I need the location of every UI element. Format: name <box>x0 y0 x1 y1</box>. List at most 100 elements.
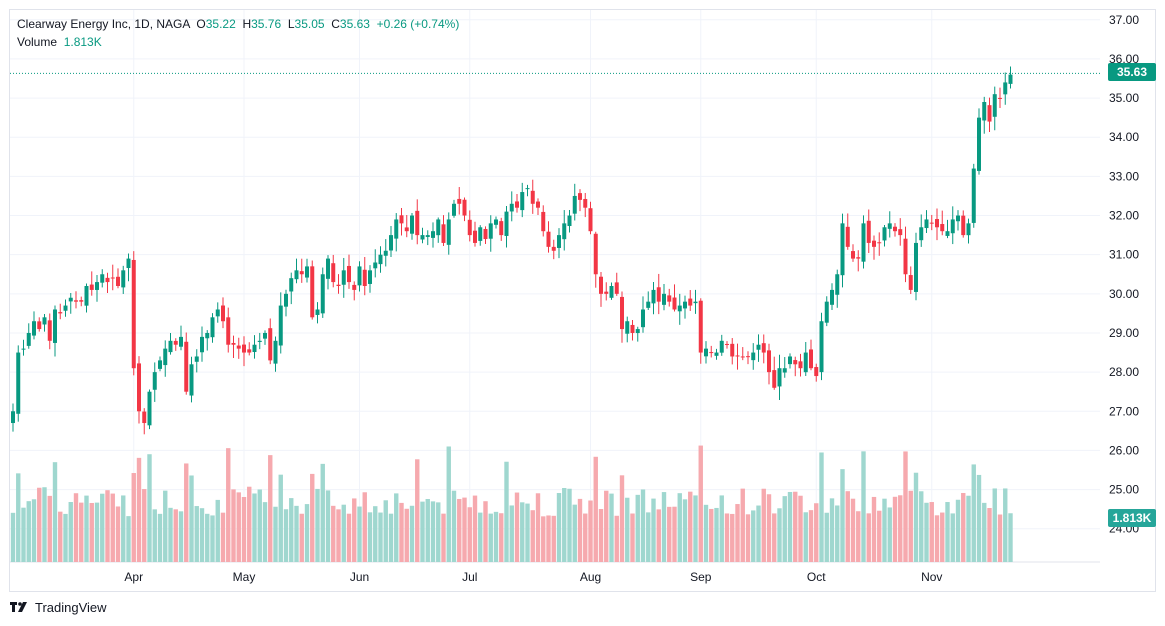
volume-bar <box>121 495 126 562</box>
candle-body <box>284 293 288 307</box>
volume-bar <box>766 494 772 562</box>
volume-bar <box>562 488 567 562</box>
candle-body <box>835 274 840 295</box>
time-tick-label: Jun <box>350 570 369 584</box>
volume-bar <box>971 464 976 562</box>
volume-bar <box>499 513 504 562</box>
volume-bar <box>194 506 199 562</box>
price-tick-label: 29.00 <box>1109 326 1139 340</box>
candle-body <box>189 364 194 396</box>
close-value: 35.63 <box>339 17 370 31</box>
volume-bar <box>593 456 598 562</box>
candle-body <box>1003 82 1008 95</box>
candle-body <box>677 305 682 312</box>
price-tick-label: 36.00 <box>1109 52 1139 66</box>
volume-bar <box>992 488 997 562</box>
candle-body <box>956 215 960 222</box>
candle-body <box>110 277 115 279</box>
volume-bar <box>866 513 871 562</box>
volume-bar <box>467 507 472 562</box>
candle-body <box>431 231 435 238</box>
candle-body <box>331 263 336 283</box>
candle-body <box>667 295 672 302</box>
volume-bar <box>572 504 577 562</box>
volume-bar <box>278 474 283 562</box>
volume-bar <box>341 504 346 562</box>
volume-bar <box>640 489 646 562</box>
volume-bar <box>336 509 341 562</box>
candle-body <box>336 284 341 286</box>
volume-bar <box>441 513 446 562</box>
candle-body <box>147 391 152 426</box>
volume-bar <box>294 505 299 562</box>
volume-bar <box>436 502 441 562</box>
candle-body <box>882 227 887 241</box>
candle-body <box>656 287 661 302</box>
candle-body <box>630 324 635 333</box>
volume-bar <box>226 448 231 562</box>
candle-body <box>599 276 603 294</box>
candle-body <box>772 370 777 388</box>
volume-bar <box>583 513 588 562</box>
volume-bar <box>142 489 147 562</box>
candle-body <box>641 309 645 328</box>
volume-bar <box>871 496 877 562</box>
volume-bar <box>798 495 803 562</box>
volume-bar <box>525 503 530 562</box>
volume-bar <box>924 502 929 562</box>
candle-body <box>987 105 992 122</box>
volume-bar <box>52 462 58 562</box>
volume-bar <box>682 499 688 562</box>
candle-body <box>588 208 593 232</box>
volume-bar <box>903 451 908 562</box>
volume-bar <box>115 506 121 562</box>
candle-body <box>693 301 698 304</box>
volume-bar <box>908 490 913 562</box>
candle-body <box>404 227 409 232</box>
time-axis: Apr May Jun Jul Aug Sep Oct Nov <box>124 570 942 584</box>
volume-bar <box>782 496 787 562</box>
volume-bar <box>887 507 892 562</box>
candle-body <box>530 190 535 204</box>
candle-body <box>68 297 73 302</box>
volume-bar <box>16 473 21 562</box>
high-label: H <box>242 17 252 31</box>
grid-lines <box>10 10 1100 563</box>
candle-body <box>572 195 577 214</box>
candle-body <box>793 360 798 365</box>
volume-bar <box>89 502 94 562</box>
candle-body <box>551 246 556 251</box>
time-tick-label: May <box>233 570 256 584</box>
volume-bars <box>10 445 1013 562</box>
candle-body <box>856 257 861 259</box>
volume-bar <box>840 469 845 562</box>
price-tick-label: 32.00 <box>1109 209 1139 223</box>
candle-body <box>562 223 567 240</box>
volume-bar <box>520 502 525 562</box>
volume-bar <box>588 500 593 562</box>
tradingview-logo-icon <box>10 601 27 612</box>
volume-bar <box>325 490 331 562</box>
candle-body <box>84 286 89 306</box>
candle-body <box>315 309 320 315</box>
candle-body <box>509 203 514 212</box>
volume-bar <box>488 513 493 562</box>
candle-body <box>977 117 981 171</box>
chart-frame[interactable]: 37.00 36.00 35.00 34.00 33.00 32.00 31.00 30.00… <box>9 9 1156 592</box>
volume-bar <box>315 488 320 562</box>
volume-bar <box>793 491 798 562</box>
volume-bar <box>409 505 415 562</box>
volume-bar <box>661 492 667 562</box>
candle-body <box>74 300 78 302</box>
symbol-title: Clearway Energy Inc, 1D, NAGA <box>17 17 190 31</box>
volume-bar <box>824 512 829 562</box>
candle-body <box>614 282 619 294</box>
candlestick-chart[interactable]: 37.00 36.00 35.00 34.00 33.00 32.00 31.00 30.00… <box>10 10 1155 591</box>
candle-body <box>998 97 1002 99</box>
candle-body <box>173 340 178 345</box>
candle-body <box>299 271 304 275</box>
candle-body <box>840 223 845 276</box>
tradingview-branding[interactable]: TradingView <box>10 600 107 615</box>
volume-bar <box>735 504 740 562</box>
candle-body <box>194 356 199 362</box>
